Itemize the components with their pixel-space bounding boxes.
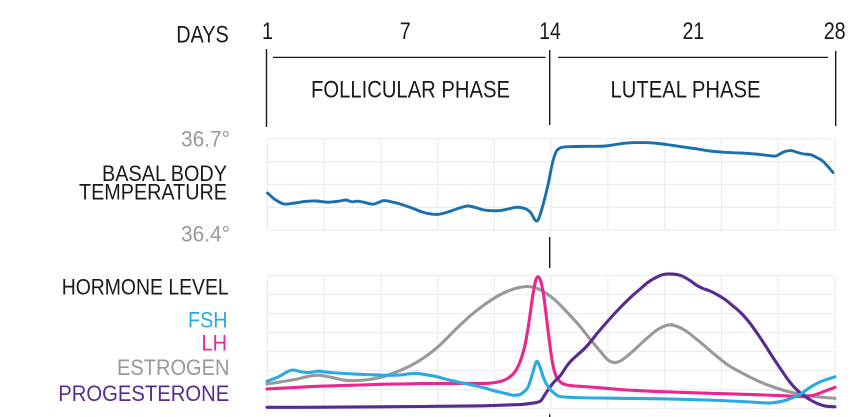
svg-text:PROGESTERONE: PROGESTERONE — [58, 381, 229, 406]
svg-text:1: 1 — [262, 18, 273, 45]
svg-text:36.7°: 36.7° — [181, 127, 230, 152]
svg-text:36.4°: 36.4° — [181, 222, 230, 247]
svg-text:LUTEAL PHASE: LUTEAL PHASE — [611, 77, 761, 104]
svg-text:DAYS: DAYS — [176, 22, 229, 49]
svg-text:7: 7 — [400, 18, 411, 45]
svg-text:28: 28 — [824, 18, 846, 45]
svg-text:14: 14 — [539, 18, 561, 45]
svg-text:21: 21 — [683, 18, 705, 45]
svg-text:FSH: FSH — [188, 308, 228, 333]
svg-text:ESTROGEN: ESTROGEN — [117, 355, 230, 380]
svg-text:FOLLICULAR PHASE: FOLLICULAR PHASE — [311, 77, 510, 104]
svg-text:BASAL BODY: BASAL BODY — [102, 161, 227, 186]
svg-text:TEMPERATURE: TEMPERATURE — [79, 180, 227, 205]
svg-text:LH: LH — [202, 330, 228, 355]
svg-text:HORMONE LEVEL: HORMONE LEVEL — [62, 275, 229, 300]
